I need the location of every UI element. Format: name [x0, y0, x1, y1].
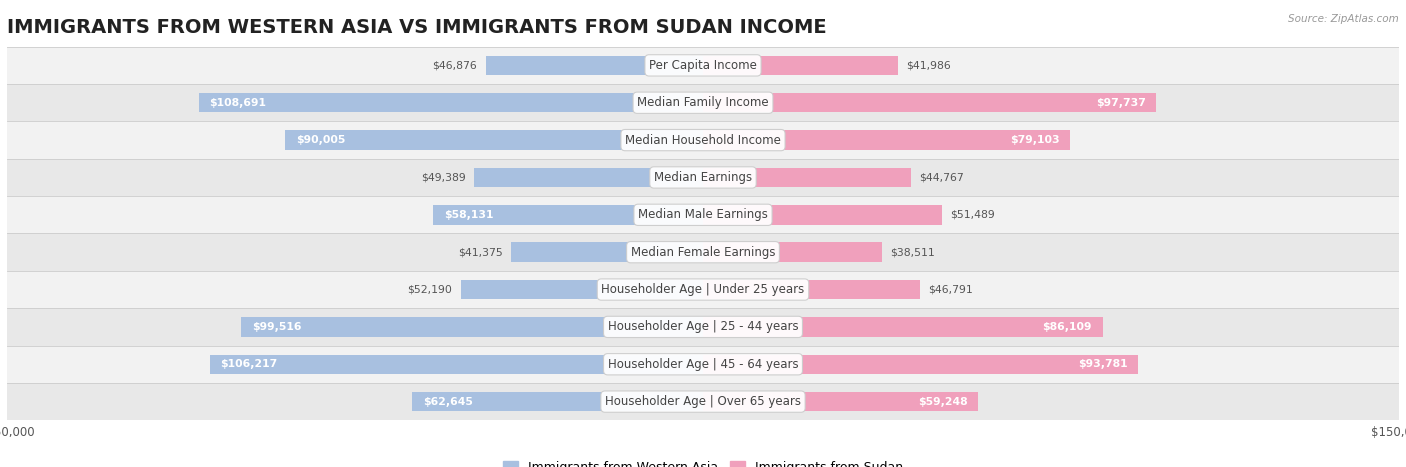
FancyBboxPatch shape [7, 159, 1399, 196]
Bar [703, 93, 1157, 113]
Bar [703, 168, 911, 187]
Text: $41,375: $41,375 [458, 247, 503, 257]
Bar [485, 56, 703, 75]
Bar [285, 130, 703, 150]
FancyBboxPatch shape [7, 383, 1399, 420]
Text: $86,109: $86,109 [1043, 322, 1092, 332]
Bar [703, 392, 979, 411]
Text: $46,791: $46,791 [928, 284, 973, 295]
Text: $38,511: $38,511 [890, 247, 935, 257]
FancyBboxPatch shape [7, 346, 1399, 383]
Text: Median Family Income: Median Family Income [637, 96, 769, 109]
Text: $46,876: $46,876 [433, 60, 477, 71]
FancyBboxPatch shape [7, 271, 1399, 308]
Bar [461, 280, 703, 299]
FancyBboxPatch shape [7, 121, 1399, 159]
Text: $99,516: $99,516 [252, 322, 301, 332]
FancyBboxPatch shape [7, 234, 1399, 271]
FancyBboxPatch shape [7, 308, 1399, 346]
Text: Householder Age | 45 - 64 years: Householder Age | 45 - 64 years [607, 358, 799, 371]
Text: Median Male Earnings: Median Male Earnings [638, 208, 768, 221]
FancyBboxPatch shape [7, 84, 1399, 121]
Bar [703, 242, 882, 262]
Bar [703, 354, 1137, 374]
Bar [242, 317, 703, 337]
Text: Median Household Income: Median Household Income [626, 134, 780, 147]
Bar [703, 317, 1102, 337]
Text: Per Capita Income: Per Capita Income [650, 59, 756, 72]
Text: IMMIGRANTS FROM WESTERN ASIA VS IMMIGRANTS FROM SUDAN INCOME: IMMIGRANTS FROM WESTERN ASIA VS IMMIGRAN… [7, 18, 827, 37]
Text: $44,767: $44,767 [920, 172, 963, 183]
Text: $108,691: $108,691 [209, 98, 266, 108]
Text: Median Female Earnings: Median Female Earnings [631, 246, 775, 259]
Bar [433, 205, 703, 225]
Text: $41,986: $41,986 [905, 60, 950, 71]
Bar [474, 168, 703, 187]
Bar [510, 242, 703, 262]
Bar [412, 392, 703, 411]
Text: Source: ZipAtlas.com: Source: ZipAtlas.com [1288, 14, 1399, 24]
Text: $79,103: $79,103 [1010, 135, 1060, 145]
Text: $106,217: $106,217 [221, 359, 278, 369]
Bar [198, 93, 703, 113]
Bar [703, 56, 898, 75]
Text: $93,781: $93,781 [1078, 359, 1128, 369]
Text: Householder Age | Under 25 years: Householder Age | Under 25 years [602, 283, 804, 296]
Text: $62,645: $62,645 [423, 396, 472, 407]
Text: $97,737: $97,737 [1097, 98, 1146, 108]
Text: $49,389: $49,389 [420, 172, 465, 183]
Bar [703, 205, 942, 225]
Text: $51,489: $51,489 [950, 210, 995, 220]
Text: Median Earnings: Median Earnings [654, 171, 752, 184]
Text: Householder Age | 25 - 44 years: Householder Age | 25 - 44 years [607, 320, 799, 333]
FancyBboxPatch shape [7, 47, 1399, 84]
Legend: Immigrants from Western Asia, Immigrants from Sudan: Immigrants from Western Asia, Immigrants… [502, 461, 904, 467]
Text: Householder Age | Over 65 years: Householder Age | Over 65 years [605, 395, 801, 408]
Text: $90,005: $90,005 [295, 135, 346, 145]
Text: $52,190: $52,190 [408, 284, 453, 295]
Text: $59,248: $59,248 [918, 396, 967, 407]
Text: $58,131: $58,131 [444, 210, 494, 220]
Bar [703, 280, 920, 299]
Bar [209, 354, 703, 374]
Bar [703, 130, 1070, 150]
FancyBboxPatch shape [7, 196, 1399, 234]
